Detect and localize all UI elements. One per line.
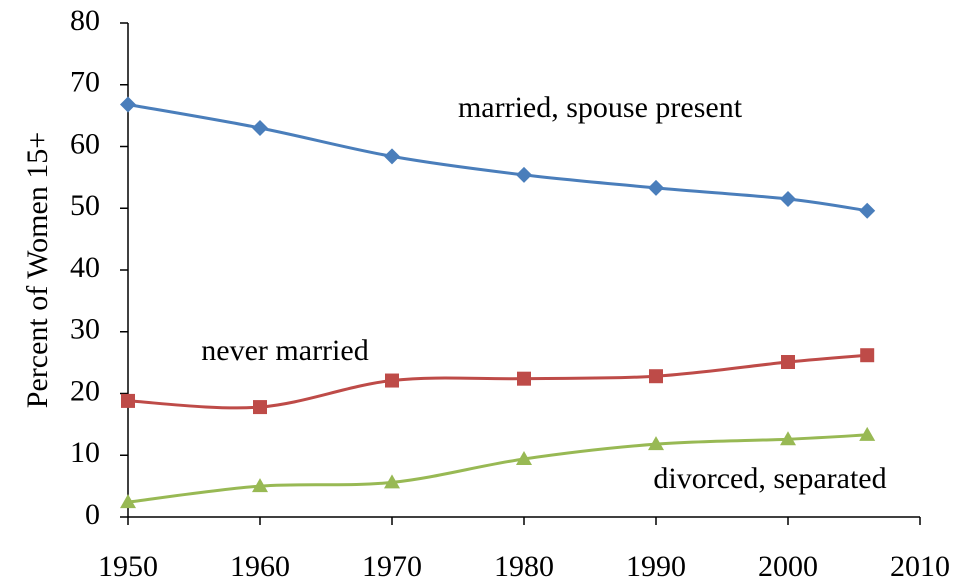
marker [516,450,532,465]
marker [780,431,796,446]
y-tick-label: 0 [85,498,100,531]
x-tick-label: 2010 [890,550,950,583]
y-tick-label: 60 [70,127,100,160]
marker [252,119,268,136]
x-tick-label: 1970 [362,550,422,583]
marker [384,148,400,165]
marker [516,166,532,183]
series-label: never married [201,334,368,367]
y-tick-label: 50 [70,189,100,222]
y-tick-label: 80 [70,4,100,37]
series-label: divorced, separated [653,462,886,495]
marker [385,373,399,388]
marker [859,426,876,441]
y-tick-label: 10 [70,436,100,469]
marker [859,202,876,219]
marker [120,96,136,113]
marker [121,393,135,408]
marker [517,371,531,386]
marker [780,190,796,207]
marker [384,474,400,489]
x-tick-label: 1950 [98,550,158,583]
marker [649,369,663,384]
marker [648,179,664,196]
marker [120,494,136,509]
y-tick-label: 70 [70,66,100,99]
y-tick-label: 40 [70,251,100,284]
x-tick-label: 1990 [626,550,686,583]
y-tick-label: 20 [70,374,100,407]
marker [252,478,268,493]
x-tick-label: 2000 [758,550,818,583]
marker [860,348,875,363]
series-label: married, spouse present [458,91,743,124]
marker [253,400,267,415]
y-axis-label: Percent of Women 15+ [21,132,54,408]
x-tick-label: 1980 [494,550,554,583]
marker [781,355,795,370]
y-tick-label: 30 [70,313,100,346]
x-tick-label: 1960 [230,550,290,583]
marker [648,436,664,451]
